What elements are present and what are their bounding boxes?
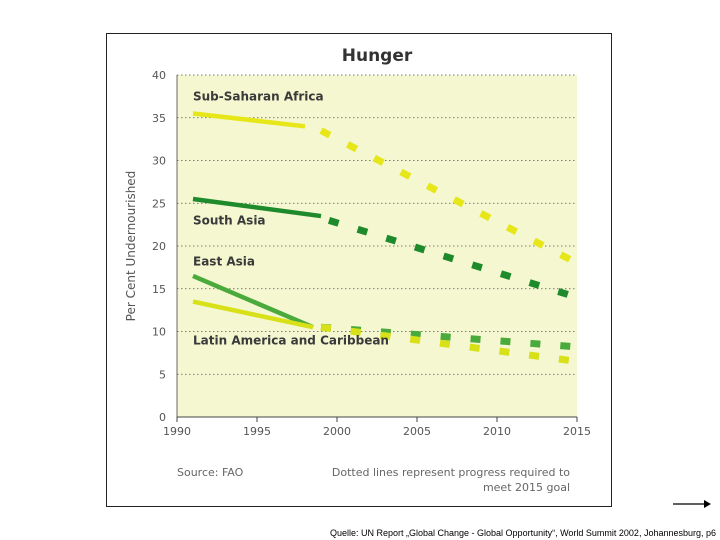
x-tick-label: 1995 (243, 425, 271, 438)
series-actual-line (192, 196, 322, 219)
y-tick-label: 10 (152, 326, 166, 339)
y-tick-label: 0 (159, 411, 166, 424)
y-tick-label: 15 (152, 283, 166, 296)
note-line-2: meet 2015 goal (483, 481, 570, 494)
y-tick-label: 20 (152, 240, 166, 253)
y-tick-label: 30 (152, 155, 166, 168)
source-label: Source: FAO (177, 466, 244, 479)
x-tick-label: 1990 (163, 425, 191, 438)
series-label: East Asia (193, 255, 255, 269)
x-tick-label: 2005 (403, 425, 431, 438)
note-line-1: Dotted lines represent progress required… (332, 466, 570, 479)
series-actual-line (192, 273, 314, 330)
x-tick-label: 2000 (323, 425, 351, 438)
y-tick-label: 40 (152, 69, 166, 82)
source-caption: Quelle: UN Report „Global Change - Globa… (329, 528, 716, 538)
series-actual-line (192, 299, 314, 330)
series-goal-dotted-line (320, 323, 578, 351)
series-label: Sub-Saharan Africa (193, 90, 324, 104)
series-goal-dotted-line (327, 217, 579, 301)
x-tick-label: 2015 (563, 425, 591, 438)
series-label: South Asia (193, 214, 266, 228)
series-label: Latin America and Caribbean (193, 333, 389, 347)
y-tick-label: 35 (152, 112, 166, 125)
y-tick-label: 5 (159, 368, 166, 381)
y-tick-label: 25 (152, 197, 166, 210)
series-goal-dotted-line (319, 127, 579, 267)
y-axis-label: Per Cent Undernourished (124, 171, 138, 322)
next-arrow-icon[interactable] (672, 498, 712, 510)
hunger-chart: 0 5 10 15 20 25 30 35 40 1990 1995 2000 2005 2010 2015… (124, 46, 591, 494)
series-actual-line (192, 111, 306, 129)
series-goal-dotted-line (320, 323, 578, 365)
x-tick-label: 2010 (483, 425, 511, 438)
chart-title: Hunger (342, 46, 413, 66)
chart-frame: 0 5 10 15 20 25 30 35 40 1990 1995 2000 2005 2010 2015… (106, 33, 612, 507)
